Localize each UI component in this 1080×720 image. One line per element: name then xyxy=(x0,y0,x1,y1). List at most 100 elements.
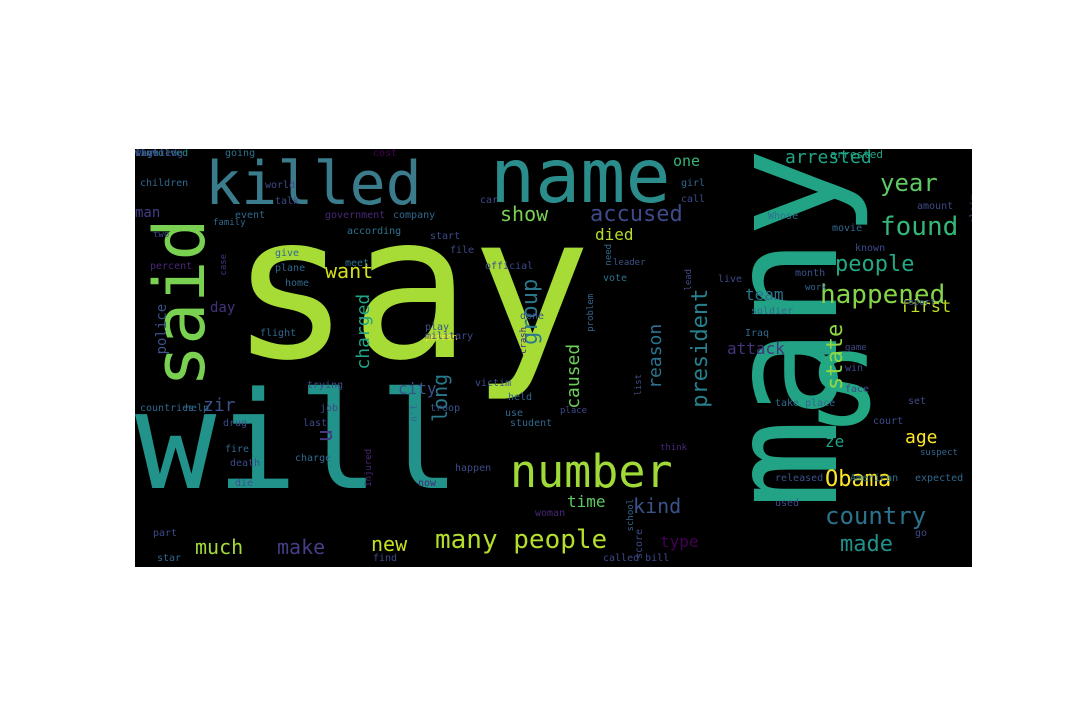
cloud-word: injured xyxy=(364,448,374,487)
cloud-word: take place xyxy=(775,398,836,409)
cloud-word: name xyxy=(490,149,671,220)
cloud-word: official xyxy=(485,261,534,272)
cloud-word: set xyxy=(908,396,927,407)
cloud-word: killed xyxy=(205,149,422,219)
cloud-word: company xyxy=(393,210,436,221)
cloud-word: give xyxy=(275,248,300,259)
cloud-word: percent xyxy=(150,261,193,272)
cloud-word: drug xyxy=(223,418,248,429)
cloud-word: list xyxy=(634,373,644,396)
cloud-word: called bill xyxy=(603,553,670,564)
cloud-word: countries xyxy=(140,403,195,414)
cloud-word: amount xyxy=(917,201,954,212)
cloud-word: cost xyxy=(373,149,398,159)
cloud-word: accused xyxy=(590,202,683,227)
cloud-word: died xyxy=(595,225,634,244)
cloud-word: world xyxy=(265,180,296,191)
cloud-word: done xyxy=(520,311,545,322)
cloud-word: think xyxy=(660,443,688,453)
cloud-word: held xyxy=(508,392,533,403)
cloud-word: n't xyxy=(409,403,420,422)
cloud-word: shot xyxy=(135,149,160,159)
cloud-word: call xyxy=(681,194,706,205)
cloud-word: Obama xyxy=(825,467,892,492)
cloud-word: located xyxy=(135,149,178,159)
cloud-word: happened xyxy=(820,280,946,310)
cloud-word: type xyxy=(660,532,699,551)
cloud-word: go xyxy=(915,528,928,539)
cloud-word: person xyxy=(425,333,458,343)
cloud-word: attack xyxy=(727,339,785,358)
cloud-word: play xyxy=(425,322,450,333)
cloud-word: released xyxy=(775,473,824,484)
cloud-word: want xyxy=(325,259,374,283)
cloud-word: help xyxy=(185,403,210,414)
cloud-word: country xyxy=(825,502,927,530)
cloud-word: children xyxy=(140,178,189,189)
cloud-word: charge xyxy=(295,453,332,464)
cloud-word: star xyxy=(157,553,182,564)
cloud-word: city xyxy=(398,379,437,398)
cloud-word: live xyxy=(718,274,743,285)
cloud-word: way xyxy=(135,149,154,159)
cloud-word: ze xyxy=(825,432,845,451)
cloud-word: police xyxy=(154,303,170,355)
cloud-word: family xyxy=(213,218,246,228)
cloud-word: month xyxy=(795,268,826,279)
cloud-word: lead xyxy=(684,268,694,291)
cloud-word: caused xyxy=(563,343,584,409)
word-cloud: say will many s name killed said number many peo… xyxy=(135,149,972,567)
cloud-word: home xyxy=(285,278,310,289)
cloud-word: reason xyxy=(645,323,666,389)
cloud-word: known xyxy=(855,243,886,254)
cloud-word: place xyxy=(560,406,588,416)
cloud-word: soldier xyxy=(751,306,794,317)
cloud-word: made xyxy=(840,532,893,557)
cloud-word: die xyxy=(235,478,254,489)
cloud-word: crash xyxy=(519,326,529,354)
cloud-word: found xyxy=(880,212,959,242)
cloud-word: victim xyxy=(475,378,512,389)
cloud-word: arrested xyxy=(785,149,872,168)
cloud-word: job xyxy=(320,403,339,414)
cloud-word: going xyxy=(225,149,256,159)
cloud-word: talk xyxy=(275,196,300,207)
cloud-word: woman xyxy=(535,508,566,519)
cloud-word: much xyxy=(195,535,244,559)
cloud-word: used xyxy=(775,498,800,509)
cloud-word: new xyxy=(371,532,408,556)
cloud-word: leader xyxy=(613,258,646,268)
cloud-word: man xyxy=(135,205,161,221)
cloud-word: death xyxy=(230,458,261,469)
cloud-word: find xyxy=(373,553,398,564)
cloud-word: car xyxy=(480,195,499,206)
cloud-word: fighting xyxy=(135,149,184,159)
cloud-word: year xyxy=(880,169,938,197)
cloud-word: team xyxy=(745,285,784,304)
cloud-word: face xyxy=(845,384,870,395)
cloud-word: number xyxy=(510,445,673,498)
cloud-word: now xyxy=(418,478,437,489)
cloud-word: school xyxy=(626,498,636,532)
cloud-word: charged xyxy=(353,293,374,370)
cloud-word: suspect xyxy=(920,448,958,458)
cloud-word: movie xyxy=(832,223,863,234)
cloud-word: work xyxy=(805,283,827,293)
cloud-word: last xyxy=(303,418,328,429)
cloud-word: arrested xyxy=(830,149,883,161)
cloud-word: according xyxy=(347,226,402,237)
cloud-word: event xyxy=(235,210,266,221)
cloud-word: president xyxy=(688,288,713,408)
cloud-word: American xyxy=(850,473,899,484)
cloud-word: meet xyxy=(345,258,370,269)
cloud-word: report xyxy=(903,298,936,308)
cloud-word: vote xyxy=(603,273,628,284)
cloud-word: Whose xyxy=(768,211,799,222)
cloud-word: military xyxy=(425,331,474,342)
cloud-word: age xyxy=(905,427,938,448)
cloud-word: say xyxy=(230,172,592,405)
cloud-word: first xyxy=(900,297,952,317)
cloud-word: show xyxy=(500,202,549,226)
cloud-word: s xyxy=(805,303,884,455)
cloud-word: kind xyxy=(633,494,682,518)
